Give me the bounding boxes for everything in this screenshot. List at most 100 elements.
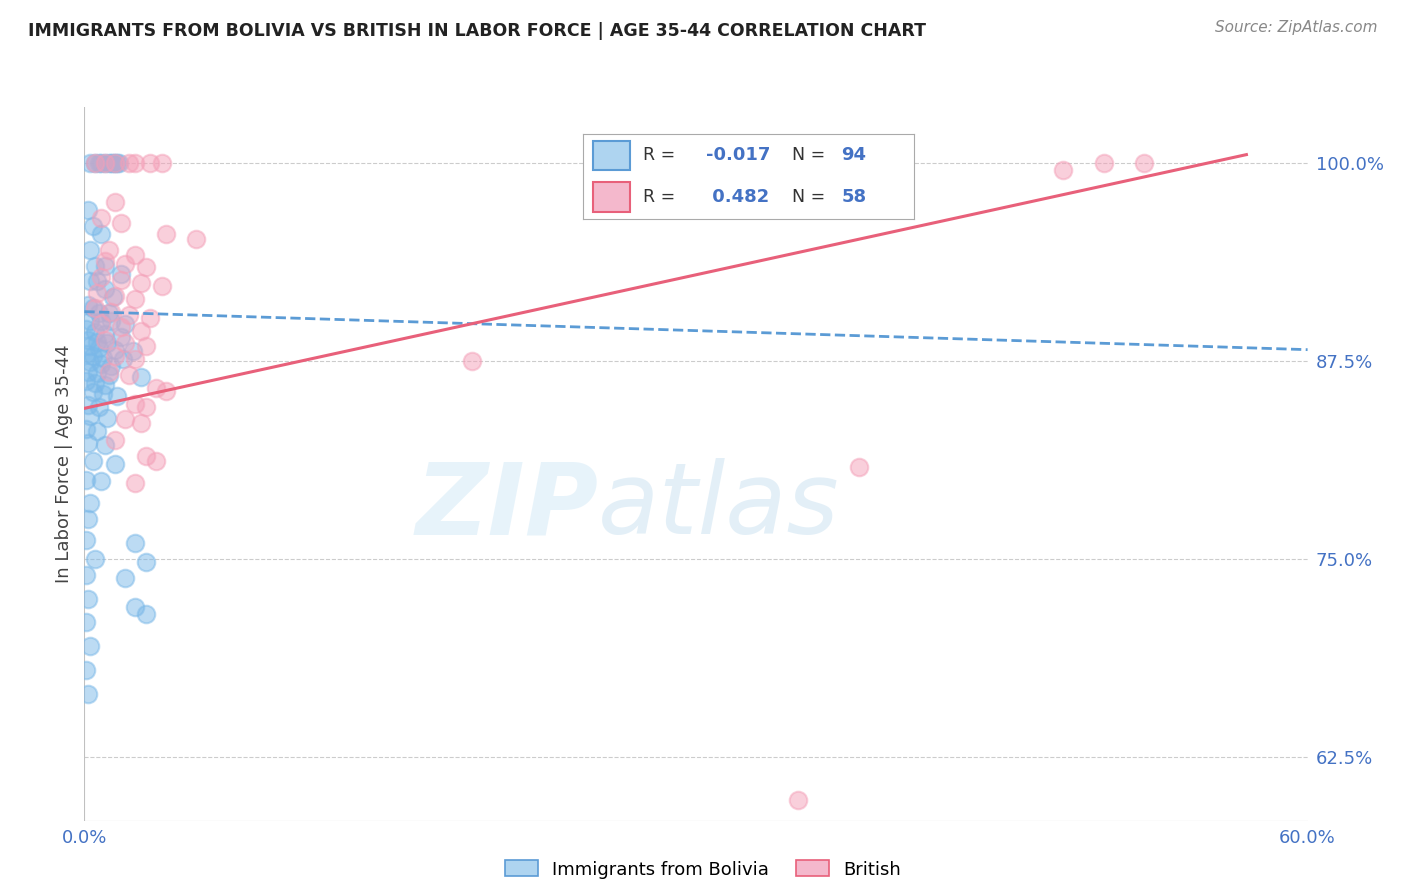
Point [90, 155, 112, 169]
Point [97, 368, 120, 382]
Text: IMMIGRANTS FROM BOLIVIA VS BRITISH IN LABOR FORCE | AGE 35-44 CORRELATION CHART: IMMIGRANTS FROM BOLIVIA VS BRITISH IN LA… [28, 22, 927, 40]
Point [104, 349, 127, 363]
Point [90, 227, 112, 241]
Point [145, 381, 167, 395]
Point [135, 260, 157, 275]
Point [75, 615, 97, 630]
Point [87, 155, 110, 169]
Point [131, 324, 153, 338]
Point [104, 195, 127, 210]
Point [97, 365, 120, 379]
Point [100, 314, 122, 328]
Point [135, 555, 157, 569]
Point [83, 376, 105, 390]
Point [118, 368, 141, 382]
Text: 58: 58 [841, 188, 866, 206]
Point [114, 336, 136, 351]
Point [1052, 163, 1074, 178]
Point [77, 365, 100, 379]
Text: N =: N = [792, 188, 825, 206]
Point [104, 433, 127, 447]
Point [114, 257, 136, 271]
Point [86, 285, 108, 300]
Point [138, 310, 160, 325]
Point [114, 571, 136, 585]
Point [91, 351, 114, 365]
Point [77, 512, 100, 526]
Point [82, 219, 104, 233]
Point [118, 308, 141, 322]
Point [79, 639, 101, 653]
Point [150, 155, 173, 169]
Point [131, 369, 153, 384]
Point [97, 306, 120, 320]
Point [124, 536, 146, 550]
Point [77, 436, 100, 450]
Point [93, 282, 115, 296]
Text: N =: N = [792, 146, 825, 164]
Point [79, 355, 101, 369]
Point [135, 449, 157, 463]
Point [79, 409, 101, 424]
Point [87, 400, 110, 414]
Point [104, 343, 127, 357]
Point [118, 155, 141, 169]
Point [135, 400, 157, 414]
Point [101, 155, 124, 169]
Point [124, 475, 146, 490]
Point [79, 155, 101, 169]
Text: R =: R = [643, 146, 675, 164]
Point [93, 438, 115, 452]
Point [124, 292, 146, 306]
Point [93, 155, 115, 169]
Point [110, 267, 132, 281]
Point [105, 389, 128, 403]
Point [110, 330, 132, 344]
Point [145, 453, 167, 467]
Point [124, 396, 146, 410]
Point [105, 155, 128, 169]
Point [138, 155, 160, 169]
Point [77, 333, 100, 347]
Point [75, 347, 97, 361]
Point [82, 349, 104, 363]
Point [122, 344, 145, 359]
Point [79, 314, 101, 328]
Point [461, 353, 484, 368]
Point [97, 243, 120, 257]
Point [108, 155, 131, 169]
Point [75, 567, 97, 582]
Point [83, 259, 105, 273]
Point [83, 155, 105, 169]
Point [90, 475, 112, 489]
Text: Source: ZipAtlas.com: Source: ZipAtlas.com [1215, 20, 1378, 35]
Point [90, 269, 112, 284]
Text: atlas: atlas [598, 458, 839, 555]
FancyBboxPatch shape [593, 182, 630, 211]
Text: R =: R = [643, 188, 675, 206]
Point [87, 306, 110, 320]
Text: 94: 94 [841, 146, 866, 164]
Point [93, 326, 115, 341]
Point [77, 591, 100, 606]
Point [155, 227, 177, 241]
Point [96, 410, 118, 425]
Point [104, 457, 127, 471]
Point [131, 276, 153, 290]
Point [110, 320, 132, 334]
Point [93, 155, 115, 169]
Point [91, 387, 114, 401]
Point [77, 203, 100, 218]
Point [110, 216, 132, 230]
Point [90, 357, 112, 371]
Legend: Immigrants from Bolivia, British: Immigrants from Bolivia, British [505, 860, 901, 879]
Point [86, 334, 108, 349]
Point [83, 301, 105, 316]
Point [90, 211, 112, 225]
Point [787, 793, 810, 807]
Point [82, 453, 104, 467]
Point [186, 232, 208, 246]
Point [135, 339, 157, 353]
Point [79, 339, 101, 353]
Point [90, 314, 112, 328]
